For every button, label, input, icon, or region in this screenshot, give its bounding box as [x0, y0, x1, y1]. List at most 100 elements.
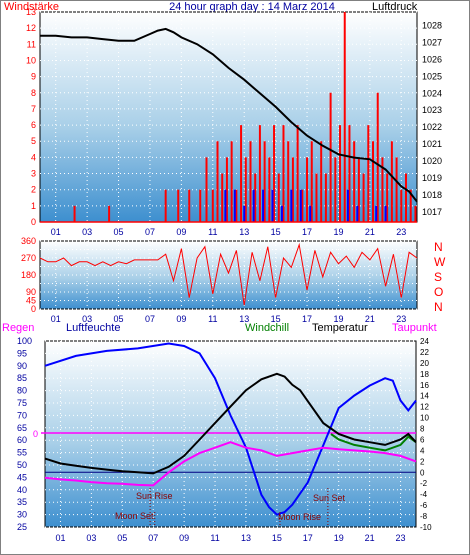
x-tick-label: 17	[302, 314, 312, 324]
y-right-tick-label: 1027	[422, 37, 442, 47]
y-right-tick-label: -6	[420, 501, 428, 510]
y-tick-label: 270	[21, 253, 36, 263]
x-tick-label: 21	[365, 314, 375, 324]
y-right-tick-label: 22	[420, 348, 429, 357]
y-tick-label: 180	[21, 270, 36, 280]
y-right-tick-label: 1017	[422, 207, 442, 217]
y-right-tick-label: 1025	[422, 71, 442, 81]
y-left-tick-label: 95	[17, 348, 27, 358]
y-right-tick-label: 1024	[422, 88, 442, 98]
x-tick-label: 19	[334, 533, 344, 543]
y-right-tick-label: 0	[420, 468, 425, 477]
y-right-tick-label: 14	[420, 392, 429, 401]
y-tick-label: 360	[21, 236, 36, 246]
y-left-tick-label: 80	[17, 386, 27, 396]
x-tick-label: 15	[271, 314, 281, 324]
humidity-line	[44, 342, 417, 516]
y-right-tick-label: 1021	[422, 139, 442, 149]
y-left-tick-label: 3	[31, 169, 36, 179]
x-tick-label: 19	[333, 314, 343, 324]
rain-label: Regen	[2, 322, 34, 334]
y-right-tick-label: 6	[420, 435, 425, 444]
sun-rise-label: Sun Rise	[136, 491, 173, 501]
x-tick-label: 23	[396, 314, 406, 324]
wind-pressure-axes: 01 03 05 07 09 11 13 15 17 19 21 230123456789101112…	[26, 7, 442, 237]
graph-title: 24 hour graph day : 14 Marz 2014	[169, 1, 335, 13]
y-left-tick-label: 13	[26, 7, 36, 17]
y-left-tick-label: 12	[26, 23, 36, 33]
x-tick-label: 01	[55, 533, 65, 543]
y-right-tick-label: 24	[420, 337, 429, 346]
y-tick-label: 90	[26, 287, 36, 297]
y-left-tick-label: 30	[17, 510, 27, 520]
y-left-tick-label: 11	[27, 39, 36, 49]
humidity-label: Luftfeuchte	[66, 322, 120, 334]
temp-humidity-marks	[41, 342, 417, 527]
y-right-tick-label: 16	[420, 381, 429, 390]
y-right-tick-label: 1022	[422, 122, 442, 132]
x-tick-label: 17	[303, 533, 313, 543]
x-tick-label: 17	[302, 227, 312, 237]
y-left-tick-label: 65	[17, 423, 27, 433]
x-tick-label: 13	[241, 533, 251, 543]
moon-set-label: Moon Set	[115, 511, 154, 521]
y-left-tick-label: 1	[31, 201, 36, 211]
wind-pressure-grid	[40, 11, 417, 223]
x-tick-label: 21	[365, 533, 375, 543]
x-tick-label: 21	[365, 227, 375, 237]
x-tick-label: 15	[271, 227, 281, 237]
compass-n-bottom: N	[434, 300, 443, 314]
x-tick-label: 19	[333, 227, 343, 237]
compass-labels: N W S O N	[434, 240, 446, 314]
y-right-tick-label: -2	[420, 479, 428, 488]
y-right-tick-label: 4	[420, 446, 425, 455]
y-right-tick-label: 1028	[422, 21, 442, 31]
compass-s: S	[434, 270, 442, 284]
y-left-tick-label: 55	[17, 448, 27, 458]
x-tick-label: 03	[82, 314, 92, 324]
y-right-tick-label: 10	[420, 414, 429, 423]
sun-set-label: Sun Set	[313, 493, 346, 503]
x-tick-label: 01	[51, 314, 61, 324]
sun-moon-events: Sun Rise Sun Set Moon Set Moon Rise	[115, 491, 346, 522]
y-left-tick-label: 45	[17, 472, 27, 482]
y-right-tick-label: 1018	[422, 190, 442, 200]
x-tick-label: 09	[179, 533, 189, 543]
x-tick-label: 11	[210, 533, 219, 543]
x-tick-label: 13	[239, 314, 249, 324]
y-right-tick-label: 2	[420, 457, 425, 466]
y-left-tick-label: 70	[17, 410, 27, 420]
y-left-tick-label: 85	[17, 373, 27, 383]
y-left-tick-label: 8	[31, 88, 36, 98]
y-left-tick-label: 0	[31, 217, 36, 227]
y-left-tick-label: 75	[17, 398, 27, 408]
y-tick-label: 0	[31, 304, 36, 314]
pressure-line	[40, 27, 418, 203]
compass-n-top: N	[434, 240, 443, 254]
y-right-tick-label: 1019	[422, 173, 442, 183]
air-pressure-label: Luftdruck	[372, 1, 418, 13]
x-tick-label: 05	[114, 227, 124, 237]
wind-direction-line	[39, 242, 418, 306]
y-left-tick-label: 25	[17, 522, 27, 532]
compass-o: O	[434, 285, 443, 299]
temperature-label: Temperatur	[312, 322, 368, 334]
x-tick-label: 13	[239, 227, 249, 237]
temperature-line	[44, 372, 417, 475]
x-tick-label: 11	[208, 227, 217, 237]
y-left-tick-label: 10	[26, 55, 36, 65]
windchill-label: Windchill	[245, 322, 289, 334]
compass-w: W	[434, 255, 446, 269]
x-tick-label: 23	[396, 227, 406, 237]
y-left-tick-label: 9	[31, 72, 36, 82]
x-tick-label: 03	[82, 227, 92, 237]
x-tick-label: 09	[176, 314, 186, 324]
wind-pressure-plot-area	[39, 11, 418, 223]
rain-zero-marker: 0	[33, 429, 38, 439]
y-right-tick-label: -4	[420, 490, 428, 499]
y-left-tick-label: 2	[31, 185, 36, 195]
dewpoint-line	[44, 441, 417, 487]
wind-strength-label: Windstärke	[4, 1, 59, 13]
